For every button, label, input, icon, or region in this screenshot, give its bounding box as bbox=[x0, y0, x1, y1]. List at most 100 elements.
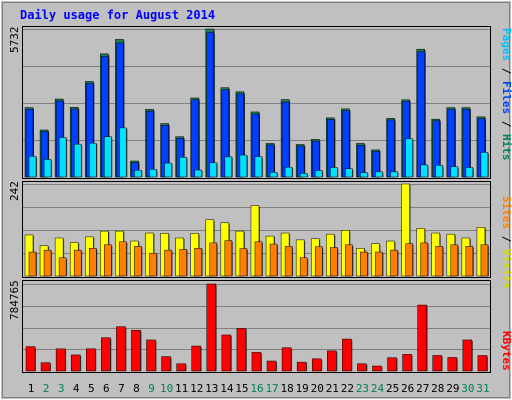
sites-bar bbox=[435, 246, 443, 277]
sites-bar bbox=[209, 242, 218, 277]
kbytes-panel-bars bbox=[25, 283, 488, 372]
files-bar bbox=[387, 119, 395, 178]
day-label: 10 bbox=[160, 382, 173, 395]
sites-bar bbox=[269, 243, 278, 277]
kbytes-bar bbox=[116, 326, 126, 372]
kbytes-bar bbox=[146, 339, 156, 372]
day-label: 2 bbox=[43, 382, 50, 395]
kbytes-bar bbox=[281, 347, 292, 372]
day-label: 9 bbox=[148, 382, 155, 395]
day-label: 4 bbox=[73, 382, 80, 395]
day-label: 3 bbox=[58, 382, 65, 395]
kbytes-bar bbox=[221, 334, 232, 372]
day-label: 17 bbox=[265, 382, 278, 395]
kbytes-bar bbox=[447, 357, 458, 372]
sites-bar bbox=[104, 244, 112, 277]
day-label: 22 bbox=[341, 382, 354, 395]
pages-bar bbox=[179, 157, 187, 178]
day-label: 5 bbox=[88, 382, 95, 395]
day-label: 12 bbox=[190, 382, 203, 395]
kbytes-bar bbox=[40, 362, 51, 372]
kbytes-bar bbox=[327, 350, 337, 372]
files-bar bbox=[206, 32, 215, 178]
pages-bar bbox=[73, 143, 82, 178]
day-label: 26 bbox=[401, 382, 414, 395]
kbytes-bar bbox=[251, 352, 262, 372]
day-label: 28 bbox=[431, 382, 444, 395]
sites-bar bbox=[360, 251, 368, 277]
legend-separator-2: / bbox=[500, 114, 512, 134]
pages-bar bbox=[450, 166, 459, 178]
sites-bar bbox=[254, 241, 263, 277]
visits-panel-legend: Sites / Visits bbox=[500, 196, 512, 289]
pages-bar bbox=[314, 170, 323, 178]
visits-panel-ymax-label: 242 bbox=[8, 181, 21, 201]
sites-bar bbox=[420, 242, 428, 277]
day-label: 11 bbox=[175, 382, 188, 395]
day-label: 31 bbox=[476, 382, 489, 395]
pages-bar bbox=[254, 156, 263, 178]
sites-bar bbox=[314, 246, 323, 277]
kbytes-bar bbox=[357, 363, 367, 372]
kbytes-bar bbox=[462, 339, 473, 372]
files-bar bbox=[342, 110, 350, 178]
kbytes-panel-gridlines bbox=[23, 284, 490, 350]
legend-hits: Hits bbox=[500, 134, 512, 161]
hits-panel-ymax-label: 5732 bbox=[8, 27, 21, 54]
sites-bar bbox=[284, 246, 293, 277]
pages-bar bbox=[224, 156, 233, 178]
legend-sites: Sites bbox=[500, 196, 512, 229]
sites-bar bbox=[164, 249, 172, 277]
pages-bar bbox=[149, 169, 157, 178]
hits-panel-legend: Pages / Files / Hits bbox=[500, 28, 512, 161]
sites-bar bbox=[43, 249, 52, 277]
sites-bar bbox=[465, 246, 474, 277]
kbytes-bar bbox=[131, 329, 141, 372]
pages-bar bbox=[43, 159, 52, 178]
sites-bar bbox=[480, 244, 489, 277]
day-label: 13 bbox=[205, 382, 218, 395]
files-bar bbox=[417, 51, 425, 178]
kbytes-panel: 784765 KBytes bbox=[8, 280, 512, 373]
sites-bar bbox=[330, 247, 338, 277]
kbytes-bar bbox=[432, 355, 442, 372]
pages-bar bbox=[390, 171, 398, 178]
pages-bar bbox=[28, 156, 37, 178]
kbytes-bar bbox=[25, 346, 36, 372]
pages-bar bbox=[164, 162, 172, 178]
kbytes-bar bbox=[191, 345, 201, 372]
sites-bar bbox=[194, 247, 202, 277]
sites-bar bbox=[58, 257, 67, 277]
pages-bar bbox=[209, 162, 218, 178]
sites-bar bbox=[134, 246, 142, 277]
day-label: 21 bbox=[326, 382, 339, 395]
sites-bar bbox=[149, 252, 157, 277]
sites-bar bbox=[450, 244, 459, 277]
sites-bar bbox=[299, 257, 308, 277]
hits-files-pages-panel: 5732 Pages / Files / Hits bbox=[8, 26, 512, 179]
pages-bar bbox=[405, 138, 413, 178]
legend-kbytes: KBytes bbox=[500, 331, 512, 371]
pages-bar bbox=[269, 172, 278, 178]
sites-bar bbox=[239, 248, 248, 277]
day-label: 14 bbox=[220, 382, 234, 395]
sites-bar bbox=[119, 241, 127, 277]
kbytes-bar bbox=[296, 361, 307, 372]
kbytes-bar bbox=[206, 283, 217, 372]
legend-separator-3: / bbox=[500, 229, 512, 249]
sites-bar bbox=[345, 244, 353, 277]
pages-bar bbox=[435, 165, 443, 178]
kbytes-bar bbox=[372, 365, 382, 372]
pages-bar bbox=[465, 167, 474, 178]
legend-files: Files bbox=[500, 81, 512, 114]
sites-bar bbox=[28, 251, 37, 277]
day-label: 1 bbox=[28, 382, 35, 395]
pages-bar bbox=[89, 142, 97, 178]
files-bar bbox=[357, 144, 365, 178]
kbytes-bar bbox=[101, 337, 111, 372]
hits-panel-bars bbox=[24, 28, 489, 178]
kbytes-bar bbox=[70, 354, 81, 372]
pages-bar bbox=[330, 167, 338, 178]
